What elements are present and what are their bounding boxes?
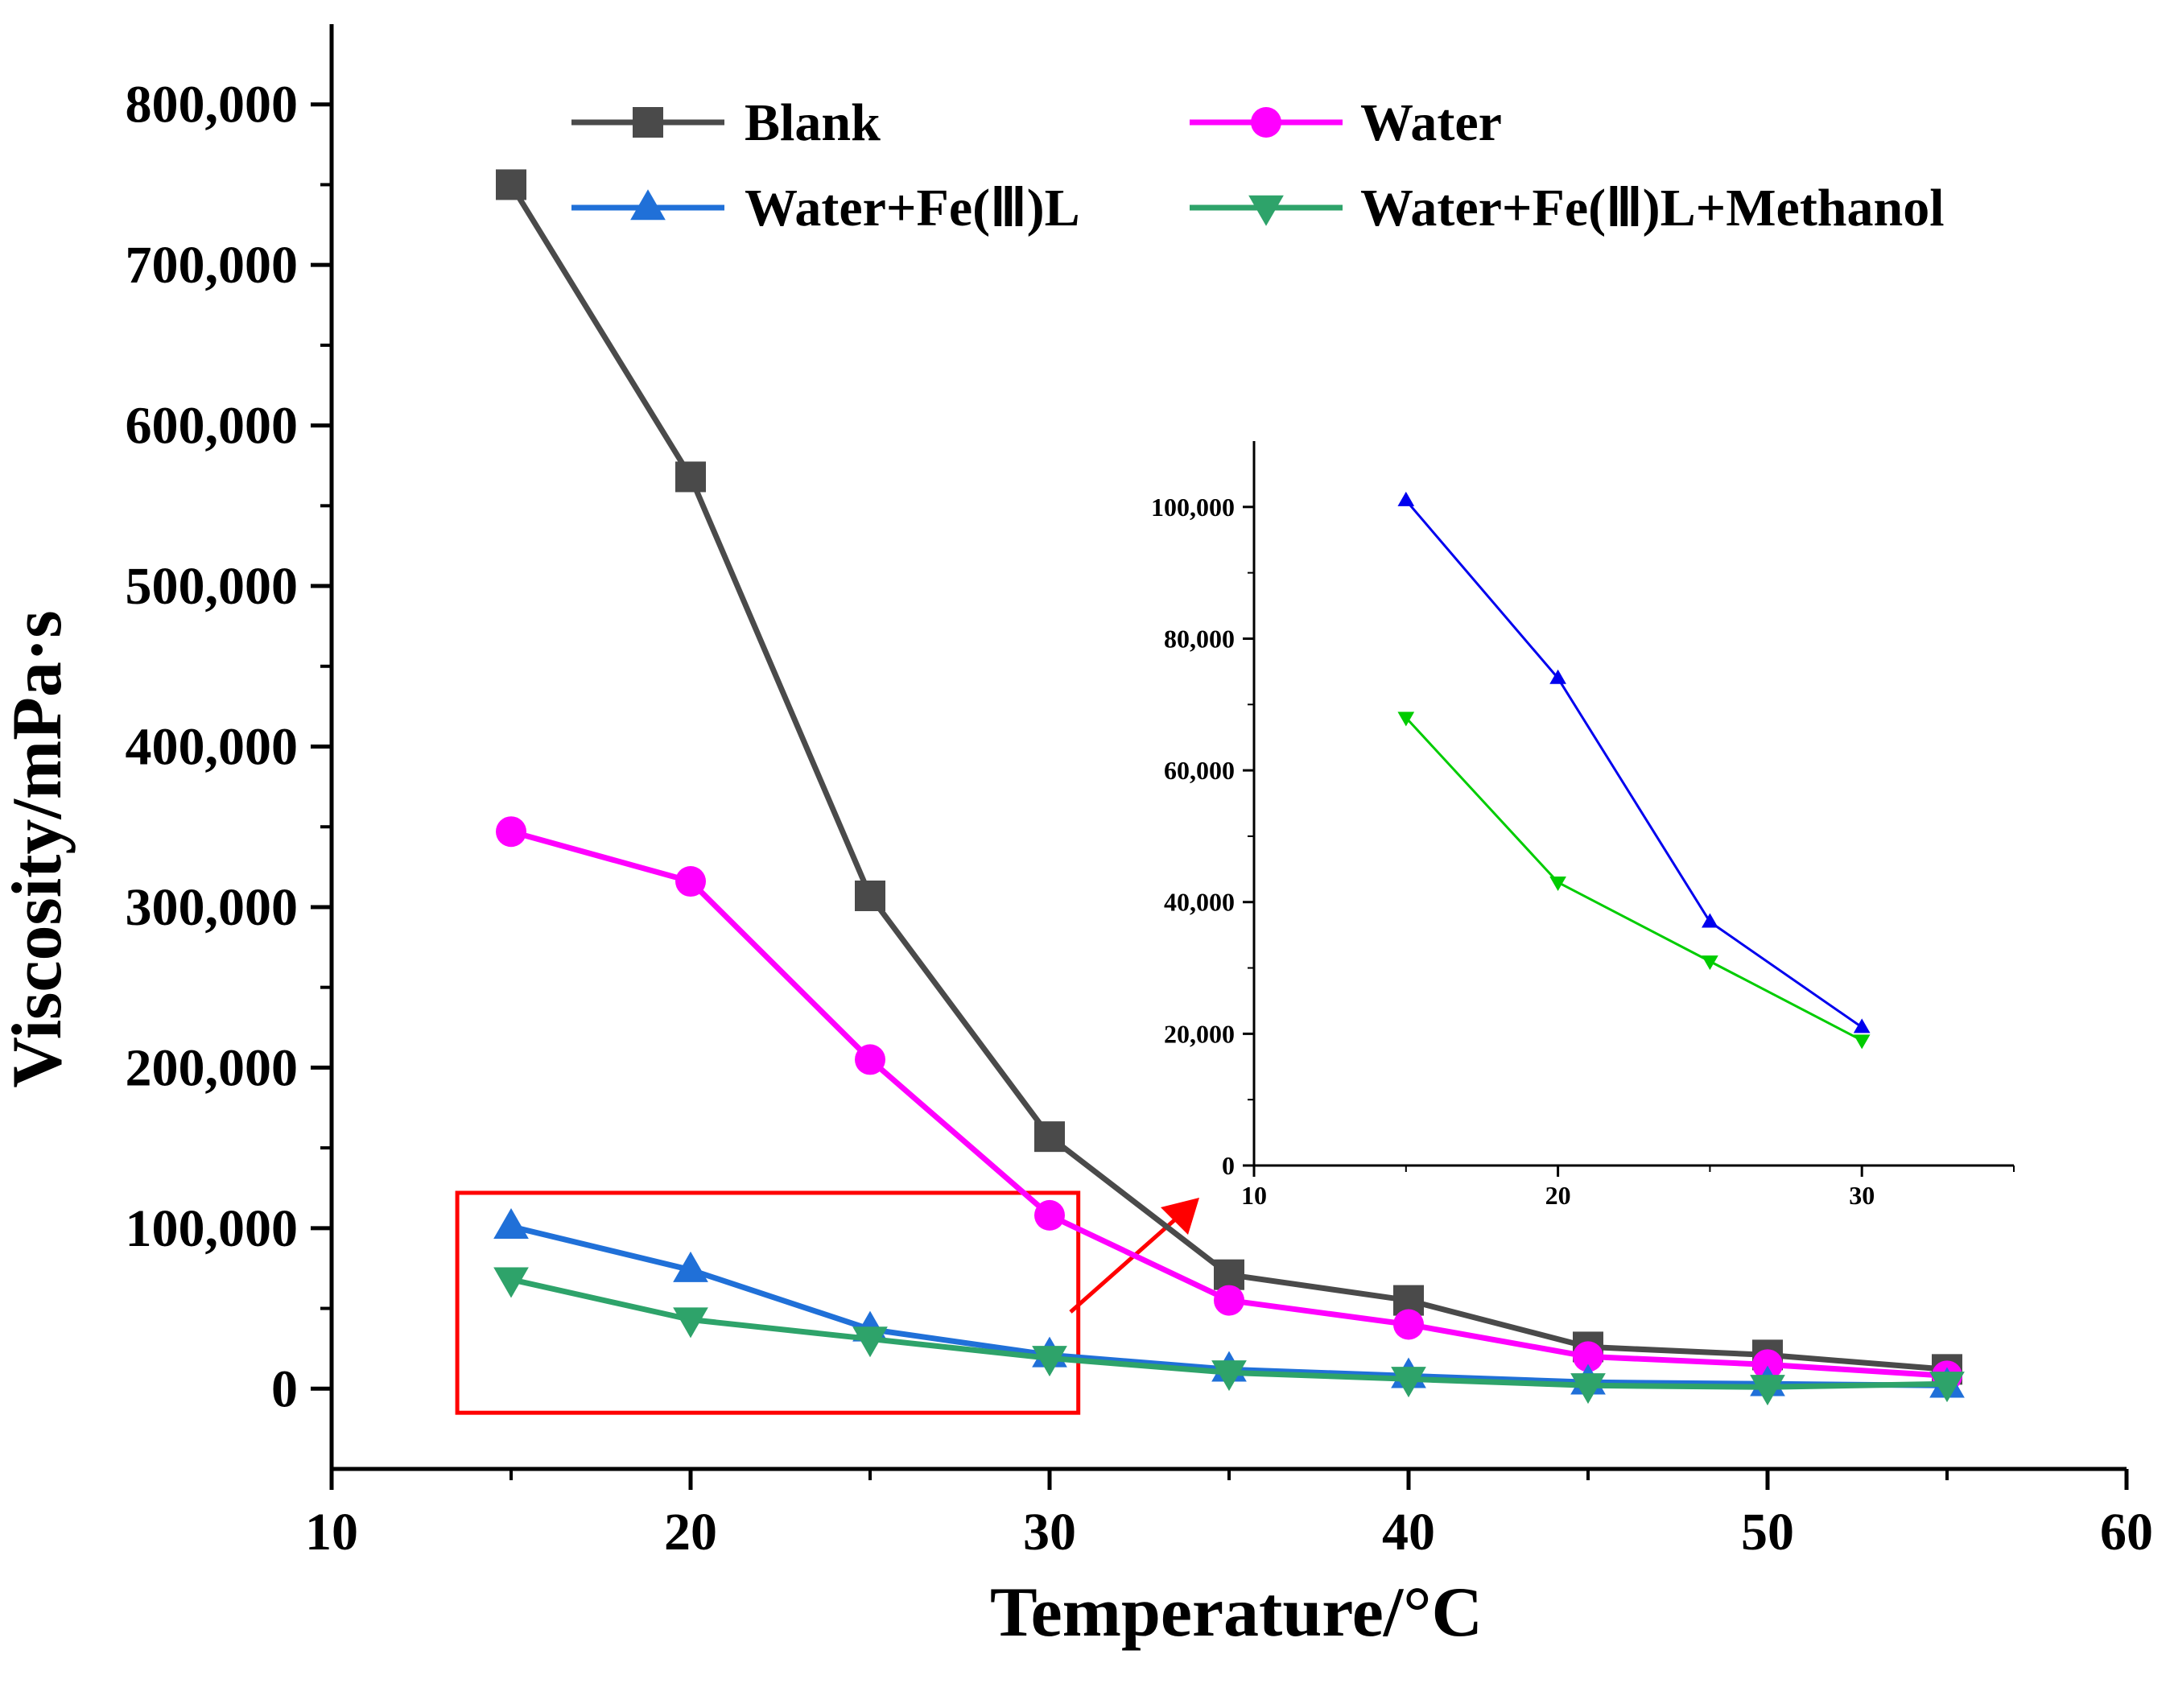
data-point: [1929, 1372, 1965, 1403]
legend-label: Water: [1360, 93, 1502, 152]
data-point: [673, 1251, 708, 1282]
data-point: [496, 816, 526, 848]
data-point: [1573, 1341, 1603, 1372]
data-point: [1393, 1309, 1424, 1340]
x-tick-label: 10: [305, 1503, 358, 1562]
y-tick-label: 200,000: [126, 1038, 299, 1097]
x-tick-label: 30: [1023, 1503, 1076, 1562]
legend-item-water: Water: [1190, 93, 1502, 152]
y-axis-title: Viscosity/mPa·s: [0, 610, 76, 1087]
y-tick-label: 700,000: [126, 236, 299, 295]
legend-item-blank: Blank: [571, 93, 881, 152]
legend-marker: [630, 189, 666, 221]
inset-series-line: [1405, 499, 1863, 1029]
main-series-layer: [493, 169, 1965, 1406]
y-tick-label: 500,000: [126, 557, 299, 616]
highlight-arrow-line: [1069, 1212, 1183, 1314]
inset-chart: 0 20,000 40,000 60,000 80,000 100,000 10 20 30: [1151, 441, 2015, 1210]
x-axis-title: Temperature/°C: [990, 1574, 1483, 1652]
data-point: [852, 1326, 888, 1358]
inset-data-point: [1853, 1018, 1871, 1033]
data-point: [675, 461, 706, 493]
data-point: [1214, 1259, 1244, 1290]
legend-label: Water+Fe(Ⅲ)L: [745, 179, 1080, 237]
data-point: [675, 866, 706, 897]
inset-y-tick-label: 100,000: [1151, 493, 1235, 522]
data-point: [493, 1267, 529, 1298]
main-axes: 0 100,000 200,000 300,000 400,000 500,000 600,…: [126, 24, 2153, 1562]
inset-data-point: [1397, 712, 1415, 727]
highlight-arrow-head: [1161, 1198, 1199, 1235]
y-tick-label: 800,000: [126, 76, 299, 134]
data-point: [673, 1307, 708, 1339]
y-tick-label: 0: [271, 1359, 298, 1418]
data-point: [1034, 1199, 1065, 1231]
x-tick-label: 20: [664, 1503, 717, 1562]
data-point: [1391, 1367, 1426, 1398]
x-tick-label: 40: [1382, 1503, 1435, 1562]
y-tick-label: 100,000: [126, 1199, 299, 1258]
legend-marker: [1248, 195, 1284, 226]
inset-series-water-fe-l: [1397, 491, 1871, 1033]
inset-y-tick-label: 80,000: [1164, 624, 1235, 653]
inset-data-point: [1702, 955, 1718, 971]
legend-item-water-fe-l: Water+Fe(Ⅲ)L: [571, 179, 1080, 237]
inset-series-line: [1405, 716, 1863, 1042]
data-point: [1211, 1360, 1247, 1392]
inset-x-tick-label: 10: [1241, 1181, 1267, 1210]
legend-item-water-fe-l-methanol: Water+Fe(Ⅲ)L+Methanol: [1190, 179, 1945, 237]
inset-y-tick-label: 0: [1222, 1151, 1235, 1180]
highlight-layer: [455, 1190, 1199, 1415]
inset-series-water-fe-l-methanol: [1397, 712, 1871, 1050]
data-point: [1752, 1349, 1783, 1380]
legend: Blank Water Water+Fe(Ⅲ)L Water+Fe(Ⅲ)L+Metha…: [571, 93, 1945, 237]
inset-y-tick-label: 40,000: [1164, 888, 1235, 917]
x-tick-label: 60: [2100, 1503, 2153, 1562]
inset-data-point: [1702, 913, 1718, 928]
legend-label: Blank: [745, 93, 881, 152]
inset-data-point: [1853, 1034, 1871, 1050]
series-water: [496, 816, 1962, 1392]
y-tick-label: 300,000: [126, 878, 299, 937]
data-point: [493, 1208, 529, 1240]
inset-y-tick-label: 20,000: [1164, 1019, 1235, 1048]
legend-marker: [633, 107, 663, 138]
data-point: [1032, 1346, 1067, 1377]
inset-data-point: [1549, 876, 1566, 891]
data-point: [1034, 1121, 1065, 1153]
series-water-fe-l-methanol: [493, 1267, 1965, 1406]
inset-y-tick-label: 60,000: [1164, 756, 1235, 785]
inset-data-point: [1397, 491, 1415, 506]
data-point: [1214, 1285, 1244, 1316]
data-point: [496, 169, 526, 200]
legend-marker: [1251, 107, 1281, 138]
legend-label: Water+Fe(Ⅲ)L+Methanol: [1360, 179, 1945, 237]
x-tick-label: 50: [1741, 1503, 1794, 1562]
data-point: [855, 1044, 885, 1075]
inset-data-point: [1549, 669, 1566, 684]
y-tick-label: 400,000: [126, 718, 299, 777]
inset-x-tick-label: 30: [1849, 1181, 1875, 1210]
data-point: [1570, 1373, 1606, 1405]
data-point: [1750, 1375, 1785, 1406]
inset-x-tick-label: 20: [1545, 1181, 1571, 1210]
highlight-box: [455, 1190, 1081, 1415]
data-point: [855, 880, 885, 911]
y-tick-label: 600,000: [126, 397, 299, 456]
